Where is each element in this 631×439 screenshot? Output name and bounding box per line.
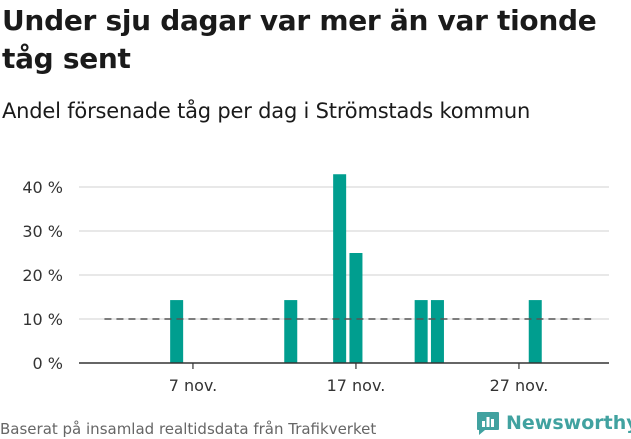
bars: [170, 174, 542, 363]
bar: [430, 300, 444, 363]
y-tick-label: 10 %: [22, 310, 63, 329]
bar: [333, 174, 347, 363]
x-tick-label: 27 nov.: [490, 376, 549, 395]
newsworthy-logo: Newsworthy: [475, 410, 631, 436]
bar: [349, 253, 363, 363]
chart-title: Under sju dagar var mer än var tionde tå…: [2, 4, 597, 75]
brand-name: Newsworthy: [506, 412, 631, 434]
y-tick-label: 20 %: [22, 266, 63, 285]
y-tick-label: 30 %: [22, 222, 63, 241]
x-tick-label: 7 nov.: [169, 376, 218, 395]
chart-subtitle: Andel försenade tåg per dag i Strömstads…: [2, 99, 531, 123]
y-axis-labels: 0 % 10 % 20 % 30 % 40 %: [22, 178, 63, 373]
bar: [528, 300, 542, 363]
bar: [284, 300, 298, 363]
x-axis-labels: 7 nov. 17 nov. 27 nov.: [169, 363, 549, 395]
bar: [414, 300, 428, 363]
y-tick-label: 40 %: [22, 178, 63, 197]
source-note: Baserat på insamlad realtidsdata från Tr…: [0, 420, 377, 438]
bar: [170, 300, 184, 363]
y-tick-label: 0 %: [33, 354, 63, 373]
x-tick-label: 17 nov.: [327, 376, 386, 395]
newsworthy-logo-icon: [477, 412, 499, 435]
